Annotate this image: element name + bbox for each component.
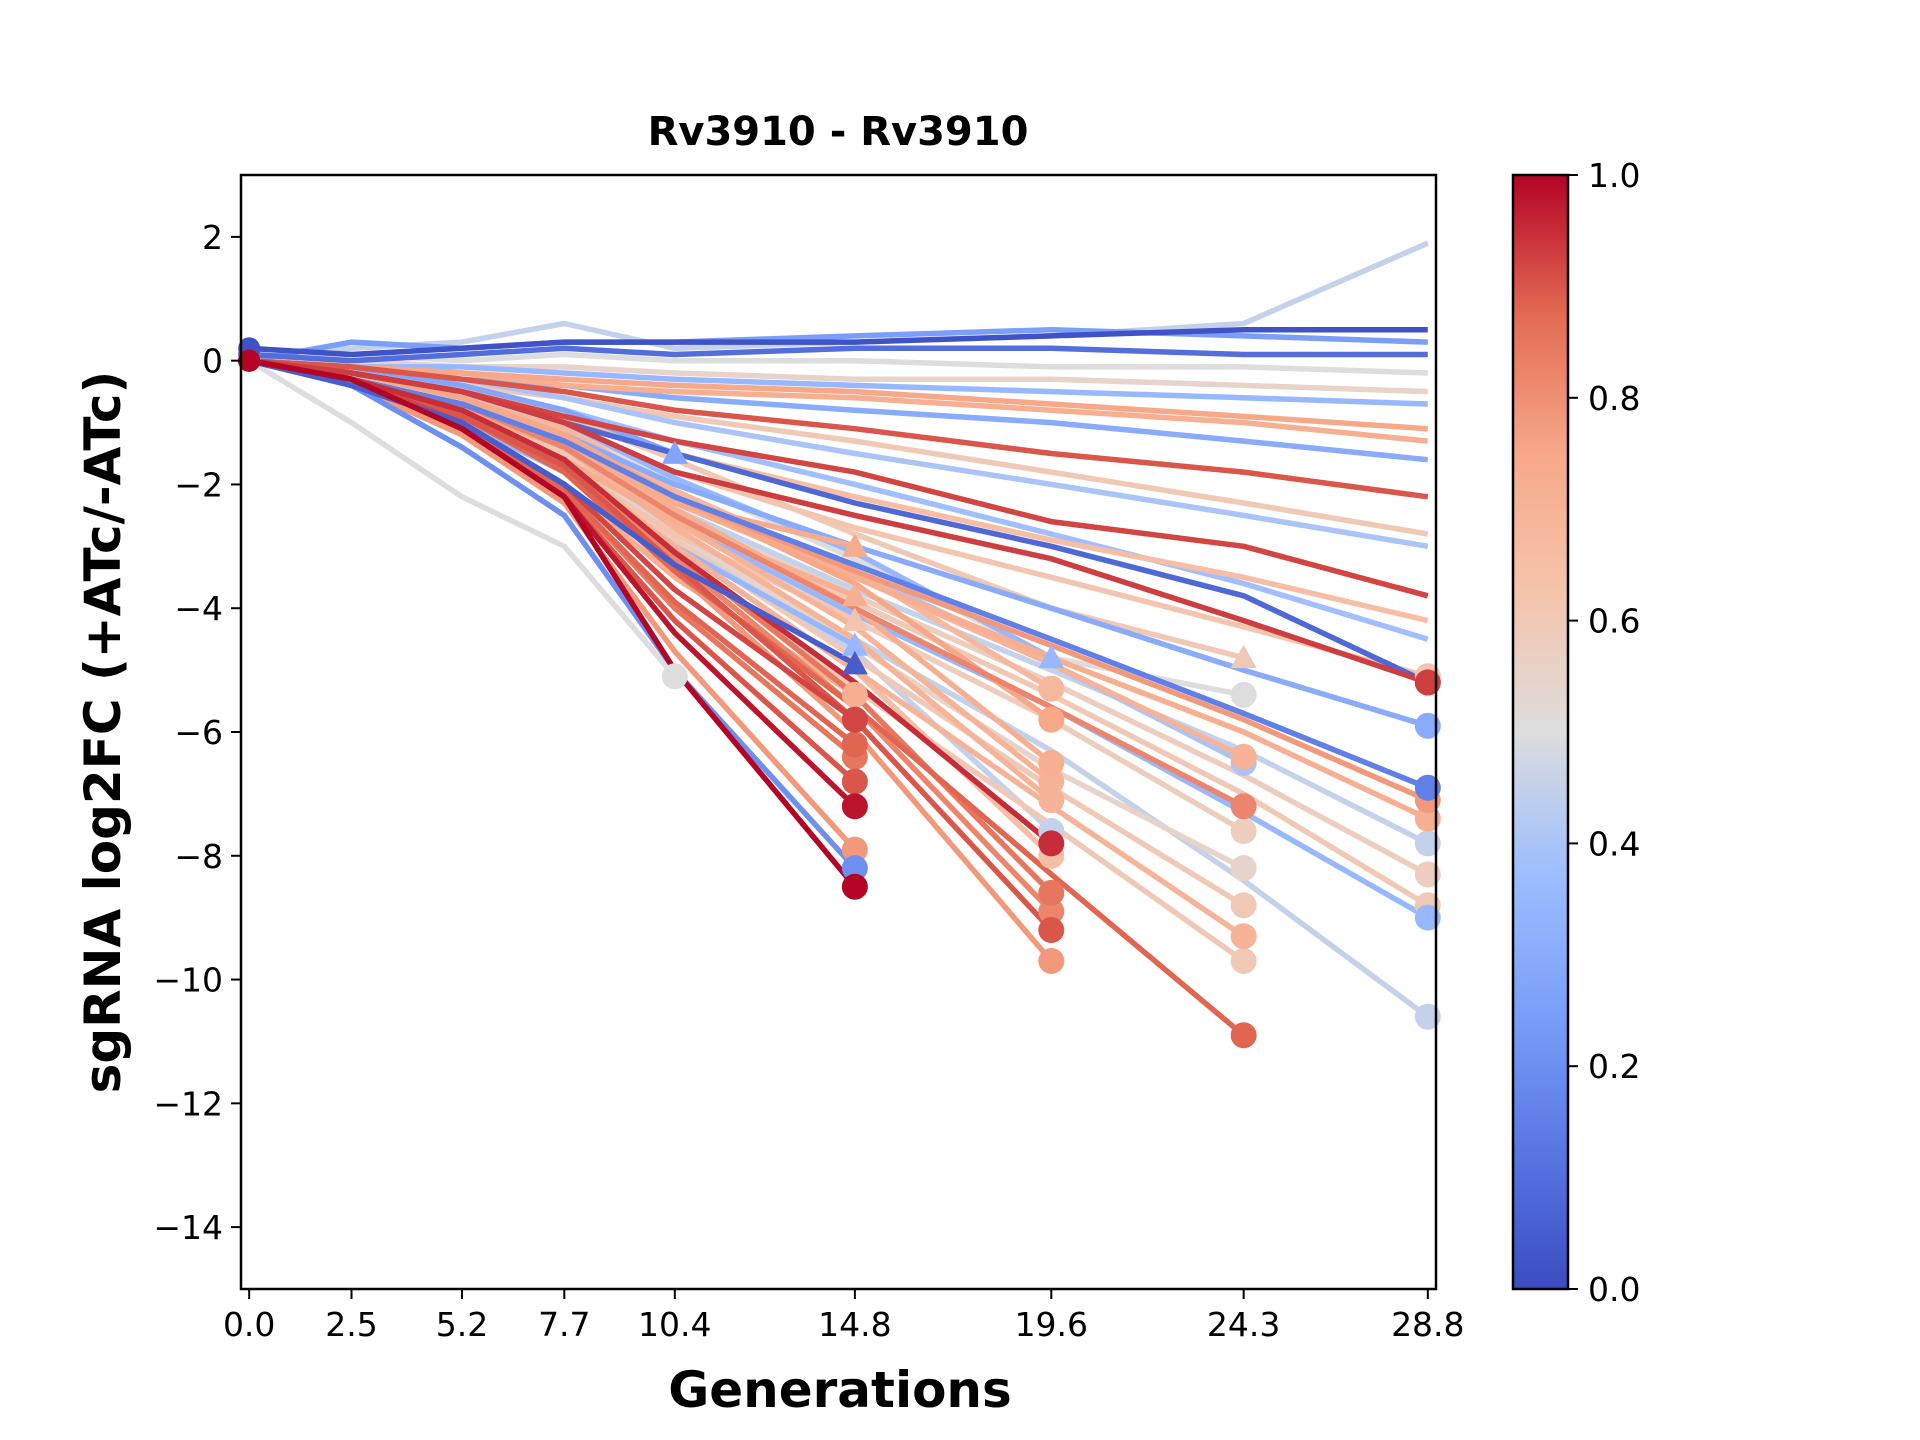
end-marker (1038, 675, 1065, 702)
end-marker-triangle (841, 582, 868, 607)
series-line (249, 357, 1428, 395)
end-marker (1414, 712, 1441, 739)
end-marker (1414, 830, 1441, 857)
end-marker (1414, 861, 1441, 888)
end-marker (1038, 768, 1065, 795)
y-tick-label: −6 (174, 713, 223, 752)
start-marker (238, 349, 261, 372)
end-marker (841, 855, 868, 882)
end-marker-triangle (841, 650, 868, 675)
x-axis: 0.0 2.5 5.2 7.7 10.4 14.8 19.6 24.3 28.8 (223, 1289, 1465, 1344)
end-marker-triangle (1230, 644, 1257, 669)
series-line (248, 357, 1429, 686)
end-marker (1230, 892, 1257, 919)
end-marker (1230, 818, 1257, 845)
series-line (248, 357, 1246, 939)
colorbar-tick-label: 0.2 (1588, 1047, 1640, 1086)
series-line (249, 345, 1428, 364)
y-axis: 2 0 −2 −4 −6 −8 −10 −12 −14 (153, 218, 241, 1247)
x-axis-label: Generations (668, 1361, 1012, 1419)
x-tick-label: 19.6 (1015, 1305, 1088, 1344)
end-marker (1230, 947, 1257, 974)
series-line (248, 357, 1246, 1038)
end-marker (841, 731, 868, 758)
end-marker (1414, 904, 1441, 931)
y-tick-label: −12 (153, 1084, 223, 1123)
end-marker-triangle (841, 533, 868, 557)
y-tick-label: −4 (174, 589, 223, 628)
end-marker (1038, 947, 1065, 974)
y-axis-label: sgRNA log2FC (+ATc/-ATc) (74, 371, 132, 1094)
end-marker (841, 681, 868, 708)
x-tick-label: 10.4 (638, 1305, 711, 1344)
x-tick-label: 24.3 (1207, 1305, 1280, 1344)
series-line (249, 326, 1428, 358)
x-tick-label: 14.8 (818, 1305, 891, 1344)
end-marker (841, 873, 868, 900)
chart-title: Rv3910 - Rv3910 (648, 109, 1029, 155)
end-marker (1230, 923, 1257, 950)
end-marker (661, 663, 688, 690)
y-tick-label: −14 (153, 1208, 223, 1247)
end-marker (841, 768, 868, 795)
end-marker (1230, 793, 1257, 820)
end-marker (1038, 787, 1065, 814)
series-line (249, 357, 1429, 500)
end-marker-triangle (661, 440, 688, 464)
end-marker (1414, 1003, 1441, 1030)
end-marker-triangle (1038, 644, 1065, 669)
y-tick-label: −10 (153, 961, 223, 1000)
end-marker (1038, 898, 1065, 925)
end-marker (841, 836, 868, 863)
end-marker (841, 706, 868, 733)
end-marker (841, 793, 868, 820)
series-line (247, 358, 677, 679)
series-line (248, 358, 857, 667)
series-line (248, 357, 858, 889)
x-tick-label: 7.7 (538, 1305, 590, 1344)
colorbar-tick-label: 0.4 (1588, 824, 1640, 863)
colorbar-tick-label: 0.8 (1588, 379, 1640, 418)
series-layer (247, 240, 1430, 1038)
marker-layer (238, 337, 1441, 1049)
end-marker (1038, 830, 1065, 857)
colorbar (1511, 173, 1570, 1291)
y-tick-label: −2 (174, 465, 223, 504)
colorbar-axis: 0.0 0.2 0.4 0.6 0.8 1.0 (1568, 156, 1640, 1309)
end-marker (1230, 1022, 1257, 1049)
end-marker (1414, 805, 1441, 832)
colorbar-tick-label: 0.6 (1588, 602, 1640, 641)
end-marker (1038, 879, 1065, 906)
end-marker-triangle (841, 607, 868, 631)
end-marker (1038, 917, 1065, 944)
y-tick-label: 0 (202, 342, 223, 381)
y-tick-label: 2 (202, 218, 223, 257)
end-marker (1038, 749, 1065, 776)
x-tick-label: 5.2 (436, 1305, 488, 1344)
end-marker (1230, 681, 1257, 708)
end-marker (1230, 855, 1257, 882)
end-marker (1414, 774, 1441, 801)
colorbar-tick-label: 1.0 (1588, 156, 1640, 195)
y-tick-label: −8 (174, 837, 223, 876)
x-tick-label: 0.0 (223, 1305, 275, 1344)
end-marker-triangle (841, 632, 868, 656)
end-marker (1414, 669, 1441, 696)
x-tick-label: 28.8 (1391, 1305, 1464, 1344)
colorbar-tick-label: 0.0 (1588, 1270, 1640, 1309)
end-marker (1038, 706, 1065, 733)
x-tick-label: 2.5 (325, 1305, 377, 1344)
end-marker (1230, 743, 1257, 770)
